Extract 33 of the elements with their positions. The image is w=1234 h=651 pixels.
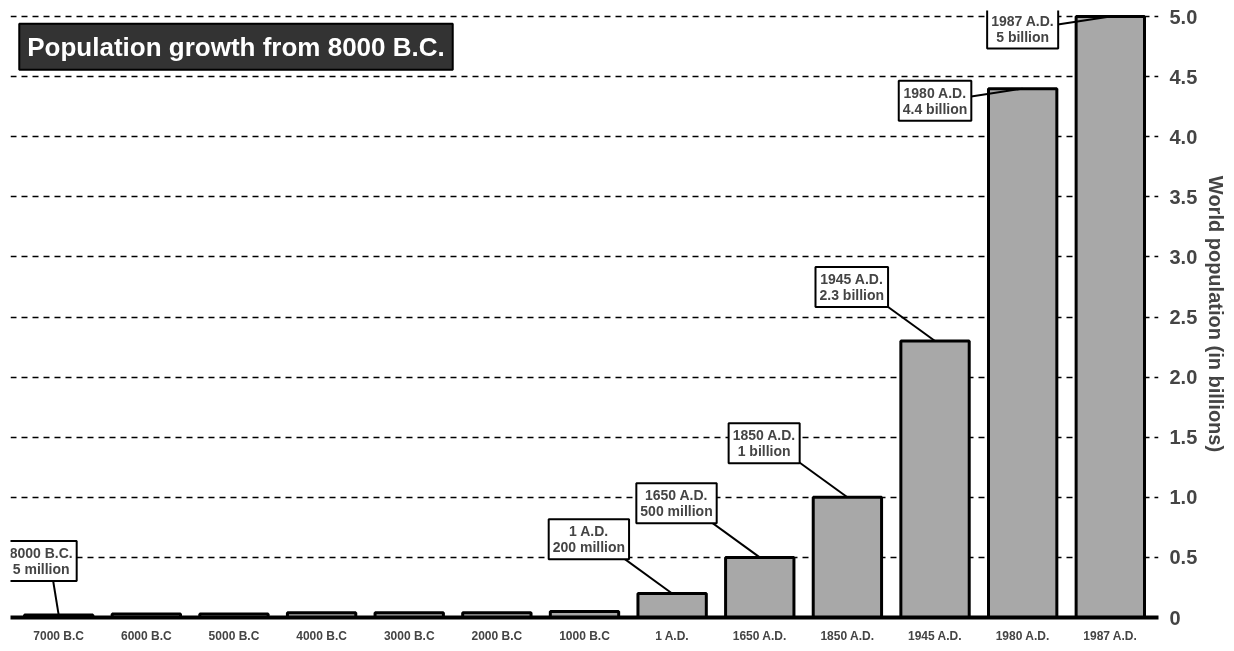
annotation: 1850 A.D. 1 billion bbox=[732, 427, 796, 460]
annotation: 1945 A.D. 2.3 billion bbox=[819, 270, 885, 303]
x-tick-label: 7000 B.C bbox=[33, 628, 85, 643]
x-tick-label: 1000 B.C bbox=[559, 628, 611, 643]
x-tick-label: 1 A.D. bbox=[655, 628, 689, 643]
x-tick-label: 1987 A.D. bbox=[1083, 628, 1137, 643]
text: Population growth from 8000 B.C. bbox=[27, 31, 445, 62]
annotation: 1 A.D. 200 million bbox=[552, 523, 626, 556]
y-tick-label: 5.0 bbox=[1169, 5, 1198, 28]
y-tick-label: 4.5 bbox=[1169, 65, 1198, 88]
y-tick-label: 2.0 bbox=[1169, 366, 1198, 389]
x-tick-label: 1980 A.D. bbox=[995, 628, 1050, 643]
x-tick-label: 1850 A.D. bbox=[820, 628, 874, 643]
annotation: 1987 A.D. 5 billion bbox=[991, 12, 1054, 45]
x-tick-label: 4000 B.C bbox=[296, 628, 348, 643]
annotation: 1980 A.D. 4.4 billion bbox=[902, 84, 968, 117]
annotation: 1650 A.D. 500 million bbox=[640, 487, 713, 520]
y-tick-label: 1.5 bbox=[1169, 426, 1198, 449]
y-tick-label: 0 bbox=[1169, 606, 1181, 629]
y-tick-label: 1.0 bbox=[1169, 486, 1198, 509]
x-tick-label: 1650 A.D. bbox=[732, 628, 787, 643]
y-tick-label: 2.5 bbox=[1169, 306, 1198, 328]
x-tick-label: 6000 B.C bbox=[120, 628, 173, 643]
y-tick-label: 3.0 bbox=[1169, 245, 1198, 268]
x-tick-label: 1945 A.D. bbox=[908, 628, 962, 643]
y-tick-label: 4.0 bbox=[1169, 125, 1198, 148]
x-tick-label: 5000 B.C bbox=[208, 628, 260, 643]
annotation: 8000 B.C. 5 million bbox=[9, 545, 73, 578]
x-tick-label: 2000 B.C bbox=[471, 628, 523, 643]
y-tick-label: 3.5 bbox=[1169, 185, 1198, 208]
y-axis-title: World population (in billions) bbox=[1205, 175, 1228, 453]
y-tick-label: 0.5 bbox=[1169, 546, 1198, 569]
x-tick-label: 3000 B.C bbox=[383, 628, 435, 643]
